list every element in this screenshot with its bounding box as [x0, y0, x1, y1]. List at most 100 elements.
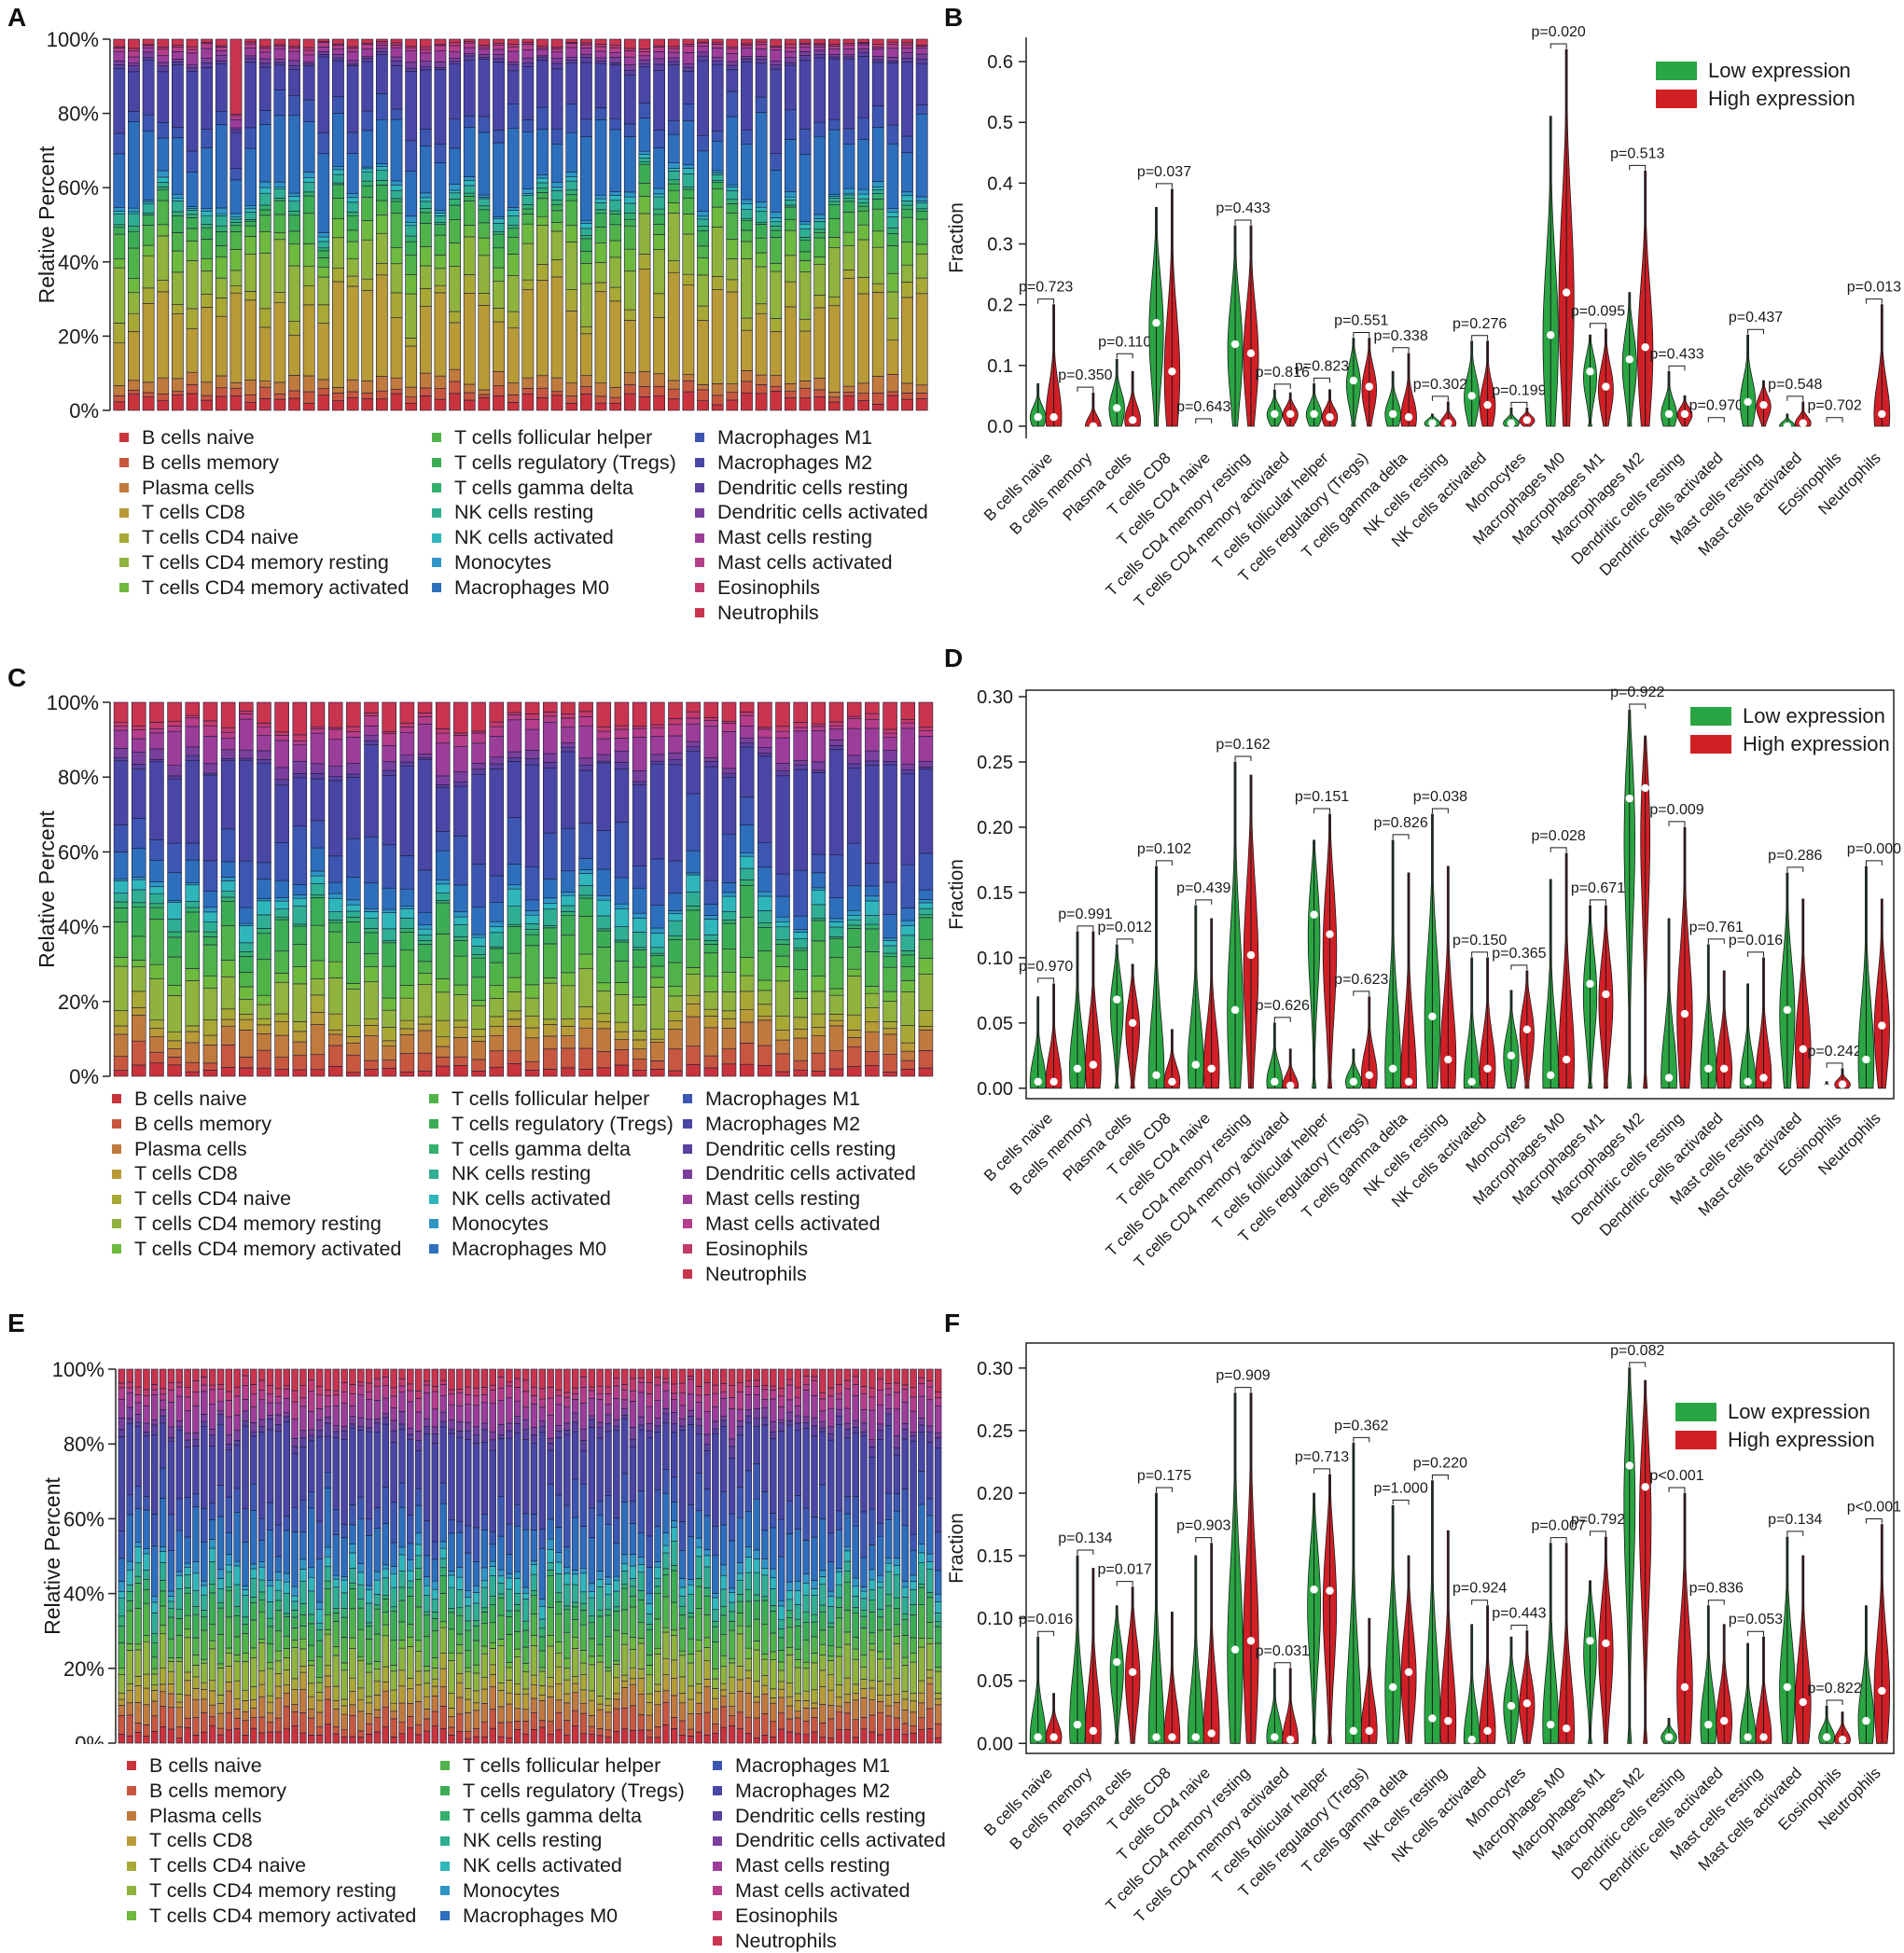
bar-segment	[328, 702, 342, 727]
bar-segment	[275, 1021, 289, 1035]
bar-segment	[679, 1614, 686, 1628]
bar-segment	[844, 1369, 851, 1380]
bar-segment	[498, 1377, 505, 1388]
bar-segment	[311, 995, 325, 1012]
bar-segment	[610, 257, 621, 287]
bar-segment	[275, 1580, 282, 1590]
y-tick-label: 40%	[58, 916, 99, 939]
bar-segment	[794, 991, 808, 998]
bar-segment	[919, 939, 933, 958]
bar-segment	[720, 1683, 727, 1690]
bar-segment	[786, 1501, 793, 1533]
bar-segment	[391, 45, 402, 48]
bar-segment	[650, 906, 664, 928]
bar-segment	[632, 782, 646, 785]
bar-segment	[926, 1369, 933, 1380]
bar-segment	[704, 1489, 711, 1516]
bar-segment	[610, 201, 621, 211]
bar-sample	[456, 1369, 463, 1743]
bar-segment	[757, 1020, 771, 1046]
bar-segment	[187, 151, 198, 173]
bar-segment	[325, 1417, 331, 1422]
bar-segment	[311, 702, 325, 727]
bar-segment	[536, 280, 548, 375]
bar-segment	[230, 130, 242, 132]
bar-segment	[668, 120, 679, 134]
bar-segment	[382, 998, 396, 1010]
bar-segment	[303, 183, 314, 192]
bar-segment	[415, 1569, 422, 1580]
p-value-label: p=0.350	[1058, 367, 1112, 383]
bar-segment	[158, 39, 169, 47]
bar-segment	[234, 1415, 241, 1431]
bar-segment	[328, 882, 342, 893]
bar-segment	[580, 220, 591, 223]
bar-segment	[472, 1036, 486, 1041]
bar-segment	[605, 1584, 612, 1594]
bar-segment	[347, 61, 358, 64]
bar-segment	[258, 1518, 265, 1541]
bar-segment	[221, 961, 235, 977]
bar-segment	[803, 1735, 810, 1743]
bar-segment	[374, 1634, 381, 1661]
bar-segment	[639, 254, 650, 269]
bar-segment	[595, 199, 606, 202]
bar-segment	[555, 1437, 562, 1494]
bar-segment	[729, 1447, 735, 1459]
bar-segment	[418, 757, 432, 759]
bar-segment	[741, 39, 752, 44]
bar-segment	[288, 212, 299, 215]
bar-segment	[916, 244, 927, 254]
bar-segment	[812, 1717, 818, 1732]
bar-segment	[926, 1516, 933, 1554]
bar-segment	[901, 153, 912, 192]
bar-segment	[543, 1024, 557, 1036]
bar-segment	[221, 892, 235, 897]
bar-segment	[202, 258, 213, 270]
bar-segment	[193, 1665, 200, 1676]
median-dot	[1192, 1060, 1200, 1068]
bar-segment	[432, 1542, 438, 1559]
bar-segment	[737, 1435, 744, 1488]
bar-segment	[357, 1386, 364, 1395]
bar-segment	[481, 1608, 488, 1613]
bar-segment	[836, 1530, 842, 1568]
bar-segment	[158, 281, 169, 292]
bar-segment	[683, 121, 694, 165]
bar-segment	[465, 1630, 471, 1651]
bar-segment	[274, 48, 285, 59]
bar-segment	[341, 1404, 348, 1427]
bar-segment	[916, 105, 927, 115]
bar-segment	[770, 1605, 776, 1611]
bar-segment	[919, 761, 933, 767]
bar-segment	[436, 743, 450, 776]
bar-sample	[819, 1369, 826, 1743]
bar-sample	[490, 1369, 496, 1743]
bar-segment	[741, 57, 752, 59]
bar-segment	[795, 1430, 801, 1495]
bar-segment	[473, 1673, 479, 1691]
bar-segment	[697, 306, 708, 320]
bar-segment	[435, 269, 446, 285]
bar-segment	[114, 51, 125, 61]
bar-segment	[935, 1437, 941, 1447]
bar-segment	[250, 1384, 257, 1393]
bar-segment	[621, 1555, 628, 1564]
bar-segment	[646, 1438, 653, 1536]
bar-segment	[639, 103, 650, 118]
bar-segment	[610, 52, 621, 57]
bar-segment	[176, 1635, 183, 1657]
bar-segment	[292, 1596, 299, 1601]
bar-segment	[847, 716, 861, 719]
bar-segment	[887, 45, 898, 48]
bar-segment	[566, 403, 577, 410]
bar-segment	[704, 1712, 711, 1735]
bar-segment	[435, 213, 446, 215]
bar-segment	[630, 1502, 636, 1524]
bar-segment	[901, 53, 912, 59]
bar-segment	[638, 1392, 645, 1417]
bar-segment	[621, 1415, 628, 1419]
bar-segment	[655, 1369, 661, 1378]
bar-segment	[275, 732, 289, 736]
bar-segment	[654, 215, 665, 225]
